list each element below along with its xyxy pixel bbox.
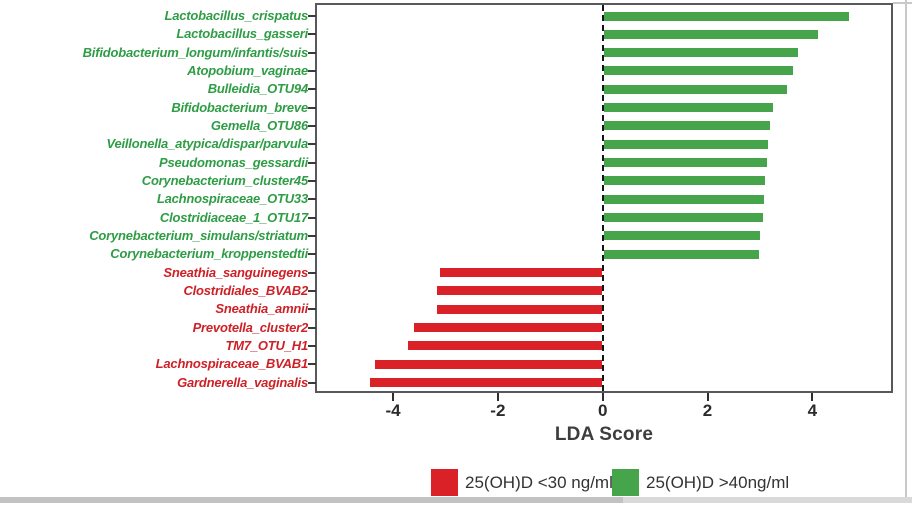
horizontal-scrollbar-track[interactable] (0, 497, 912, 503)
y-tick-mark (308, 88, 316, 91)
taxon-label: Sneathia_amnii (215, 301, 308, 317)
taxon-label: Lactobacillus_crispatus (164, 8, 308, 23)
x-tick-label: -4 (385, 401, 401, 420)
y-tick-mark (308, 344, 316, 347)
legend-color-swatch (431, 469, 458, 496)
y-tick-mark (308, 69, 316, 72)
y-tick-mark (308, 106, 316, 109)
lda-bar (603, 176, 766, 186)
x-tick-mark (392, 393, 394, 401)
zero-baseline (601, 5, 604, 391)
lda-bar (603, 194, 764, 204)
y-tick-mark (308, 271, 316, 274)
taxon-label: Clostridiales_BVAB2 (183, 282, 308, 298)
taxon-label: TM7_OTU_H1 (225, 337, 308, 353)
lda-bar (603, 158, 767, 168)
taxon-label: Prevotella_cluster2 (192, 319, 309, 335)
y-tick-mark (308, 143, 316, 146)
lda-bar (413, 323, 602, 333)
taxon-label: Gardnerella_vaginalis (177, 374, 308, 390)
taxon-label: Clostridiaceae_1_OTU17 (159, 209, 308, 225)
lda-bar (603, 249, 760, 259)
y-tick-mark (308, 308, 316, 311)
taxon-label: Bifidobacterium_breve (171, 99, 308, 115)
y-tick-mark (308, 161, 316, 164)
y-tick-mark (308, 326, 316, 329)
y-tick-mark (308, 33, 316, 36)
y-tick-mark (308, 179, 316, 182)
lda-bar (603, 84, 788, 94)
y-tick-mark (308, 381, 316, 384)
x-tick-label: 4 (807, 401, 818, 420)
lda-bar (370, 378, 602, 388)
lda-bar (440, 268, 602, 278)
y-tick-mark (308, 51, 316, 54)
taxon-label: Bulleidia_OTU94 (207, 81, 309, 97)
y-tick-mark (308, 289, 316, 292)
plot-panel (315, 3, 893, 393)
lda-bar (603, 11, 850, 21)
lda-bar (603, 48, 798, 58)
taxon-label: Sneathia_sanguinegens (163, 264, 308, 280)
taxon-label: Corynebacterium_cluster45 (141, 172, 308, 188)
x-tick-mark (496, 393, 499, 401)
window-top-border (893, 2, 912, 4)
x-tick-label: -2 (490, 401, 506, 420)
legend-label: 25(OH)D >40ng/ml (646, 473, 790, 492)
taxon-label: Corynebacterium_simulans/striatum (89, 227, 308, 243)
taxon-label: Lachnospiraceae_OTU33 (156, 191, 308, 207)
lda-bar (437, 304, 602, 314)
taxon-label: Bifidobacterium_longum/infantis/suis (82, 44, 309, 60)
legend-color-swatch (612, 469, 639, 496)
taxon-label: Lactobacillus_gasseri (176, 26, 308, 42)
window-right-border (905, 0, 907, 497)
y-tick-mark (308, 234, 316, 237)
lda-bar (603, 66, 793, 76)
x-tick-mark (601, 393, 604, 401)
y-tick-mark (308, 216, 316, 219)
x-tick-mark (811, 393, 814, 401)
x-tick-label: 0 (597, 401, 608, 420)
horizontal-scrollbar-thumb[interactable] (0, 497, 623, 503)
x-axis-title: LDA Score (554, 424, 654, 445)
x-tick-label: 2 (702, 401, 713, 420)
y-tick-mark (308, 363, 316, 366)
lda-bar (437, 286, 602, 296)
taxon-label: Atopobium_vaginae (187, 62, 308, 78)
lda-bar (603, 29, 818, 39)
y-tick-mark (308, 198, 316, 201)
lda-bar (603, 213, 763, 223)
taxon-label: Pseudomonas_gessardii (159, 154, 308, 170)
lda-bar (603, 103, 774, 113)
taxon-label: Veillonella_atypica/dispar/parvula (106, 136, 308, 152)
y-tick-mark (308, 124, 316, 127)
lda-bar (603, 139, 769, 149)
legend-label: 25(OH)D <30 ng/ml (465, 473, 613, 492)
lda-bar (603, 121, 771, 131)
taxon-label: Lachnospiraceae_BVAB1 (155, 356, 309, 372)
taxon-label: Gemella_OTU86 (210, 117, 308, 133)
y-tick-mark (308, 15, 316, 17)
lda-bar (374, 359, 602, 369)
lda-bar (603, 231, 761, 241)
y-tick-mark (308, 253, 316, 256)
lda-bar (407, 341, 602, 351)
x-tick-mark (706, 393, 709, 401)
taxon-label: Corynebacterium_kroppenstedtii (110, 246, 308, 262)
